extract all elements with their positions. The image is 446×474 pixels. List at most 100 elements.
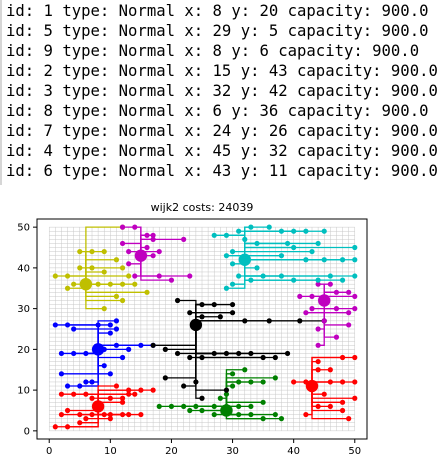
house-point <box>119 240 126 247</box>
house-point <box>187 354 193 361</box>
house-point <box>236 379 242 385</box>
house-point <box>107 395 113 401</box>
house-point <box>254 265 260 271</box>
house-point <box>211 350 217 357</box>
house-point <box>278 273 285 279</box>
house-point <box>315 277 321 283</box>
house-point <box>284 240 291 247</box>
house-point <box>199 395 205 401</box>
house-point <box>223 391 230 397</box>
console-line: id: 5 type: Normal x: 29 y: 5 capacity: … <box>6 22 429 40</box>
house-point <box>321 228 327 234</box>
house-point <box>339 399 346 405</box>
house-point <box>315 281 321 287</box>
house-point <box>77 265 83 271</box>
house-point <box>119 297 126 304</box>
house-point <box>260 273 266 279</box>
battery-point <box>79 277 93 291</box>
house-point <box>229 383 236 389</box>
cost-plot: wijk2 costs: 24039 0 10 20 30 40 50 0 10 20 30 40 5… <box>17 201 368 457</box>
console-line: id: 9 type: Normal x: 8 y: 6 capacity: 9… <box>6 42 420 60</box>
house-point <box>107 322 113 328</box>
house-point <box>58 371 65 377</box>
y-tick-label: 50 <box>17 223 30 234</box>
house-point <box>107 330 113 336</box>
house-point <box>174 350 181 357</box>
house-point <box>352 354 358 361</box>
house-point <box>107 281 113 287</box>
cable <box>195 324 227 391</box>
house-point <box>89 248 95 255</box>
house-point <box>327 403 333 410</box>
y-tick-label: 20 <box>17 345 30 356</box>
house-point <box>272 354 278 361</box>
house-point <box>260 399 266 405</box>
house-point <box>333 306 340 312</box>
battery-point <box>305 379 319 393</box>
house-point <box>119 395 126 401</box>
house-point <box>339 379 346 385</box>
cable <box>323 300 349 326</box>
house-point <box>64 383 71 389</box>
house-point <box>272 375 278 381</box>
battery-point <box>318 294 331 307</box>
house-point <box>113 318 120 324</box>
house-point <box>113 326 120 332</box>
house-point <box>77 411 83 418</box>
house-point <box>339 354 346 361</box>
house-point <box>346 289 352 295</box>
house-point <box>315 403 321 410</box>
house-point <box>126 411 132 418</box>
house-point <box>278 253 285 259</box>
house-point <box>309 306 315 312</box>
house-point <box>83 379 89 385</box>
house-point <box>236 411 242 418</box>
house-point <box>52 424 58 430</box>
house-point <box>199 354 205 361</box>
house-point <box>89 379 95 385</box>
x-tick-label: 20 <box>165 446 178 457</box>
house-point <box>119 399 126 405</box>
house-point <box>352 257 358 263</box>
house-point <box>229 371 236 377</box>
house-point <box>211 232 217 238</box>
y-tick-label: 0 <box>24 426 30 437</box>
house-point <box>119 224 126 230</box>
house-point <box>64 322 71 328</box>
house-point <box>64 285 71 291</box>
house-point <box>95 322 101 328</box>
house-point <box>260 354 266 361</box>
house-point <box>156 273 162 279</box>
house-point <box>107 411 113 418</box>
battery-point <box>238 253 251 266</box>
house-point <box>138 411 144 418</box>
house-point <box>309 293 315 300</box>
cable <box>85 226 123 285</box>
cable <box>153 324 197 346</box>
house-point <box>150 232 156 238</box>
house-point <box>64 407 71 414</box>
house-point <box>327 273 333 279</box>
house-point <box>303 310 309 316</box>
battery-point <box>91 343 105 356</box>
battery-point <box>220 404 233 417</box>
house-point <box>291 277 297 283</box>
house-point <box>144 244 150 251</box>
house-point <box>181 383 187 389</box>
house-point <box>126 391 132 397</box>
house-point <box>223 285 230 291</box>
house-point <box>181 403 187 410</box>
house-point <box>193 403 199 410</box>
house-point <box>126 248 132 255</box>
house-point <box>144 289 150 295</box>
house-point <box>150 342 156 348</box>
house-point <box>346 416 352 422</box>
house-point <box>315 342 321 348</box>
house-point <box>132 281 138 287</box>
house-point <box>168 277 175 283</box>
cable <box>195 320 325 325</box>
house-point <box>291 228 297 234</box>
house-point <box>156 403 162 410</box>
axis-ticks: 0 10 20 30 40 50 0 10 20 30 40 50 <box>17 223 361 457</box>
house-point <box>113 293 120 300</box>
